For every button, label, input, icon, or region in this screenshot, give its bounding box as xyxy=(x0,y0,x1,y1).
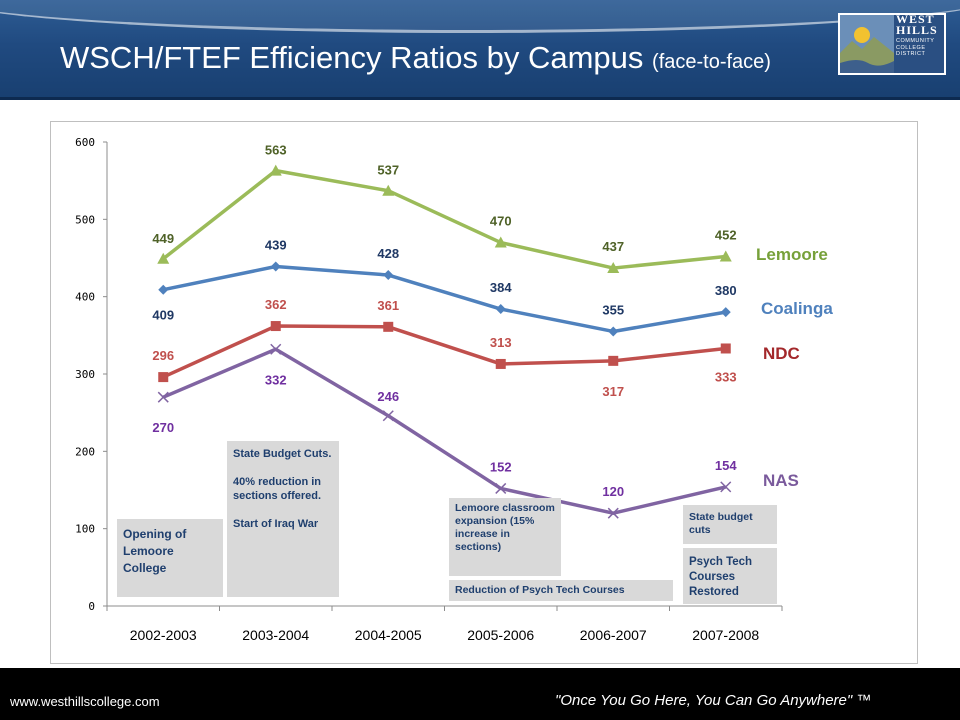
data-point-coalinga xyxy=(270,261,281,272)
data-point-nas xyxy=(382,410,394,422)
data-label-ndc: 313 xyxy=(490,335,512,350)
data-point-ndc xyxy=(383,321,394,332)
x-tick-label: 2002-2003 xyxy=(130,627,197,643)
data-point-ndc xyxy=(158,372,169,383)
x-tick-label: 2007-2008 xyxy=(692,627,759,643)
data-point-nas xyxy=(495,482,507,494)
series-label-ndc: NDC xyxy=(763,344,800,363)
annotation-lemoore-expansion: Lemoore classroom expansion (15% increas… xyxy=(449,498,561,576)
series-line-lemoore xyxy=(162,168,726,270)
data-label-ndc: 296 xyxy=(152,348,174,363)
footer-website-link[interactable]: www.westhillscollege.com xyxy=(10,694,160,709)
data-label-coalinga: 380 xyxy=(715,283,737,298)
data-label-lemoore: 452 xyxy=(715,227,737,242)
college-logo xyxy=(838,13,946,75)
y-tick-label: 400 xyxy=(75,291,95,304)
data-label-ndc: 361 xyxy=(377,298,399,313)
series-line-coalinga xyxy=(162,264,727,334)
y-tick-label: 200 xyxy=(75,445,95,458)
data-point-nas xyxy=(607,507,619,519)
data-point-lemoore xyxy=(719,250,732,262)
y-tick-label: 600 xyxy=(75,136,95,149)
data-point-ndc xyxy=(720,343,731,354)
data-label-coalinga: 428 xyxy=(377,246,399,261)
chart-area: 0 100 200 300 400 500 600 2002-2003 2003-2004 200… xyxy=(50,121,918,664)
data-point-ndc xyxy=(608,355,619,366)
banner-edge xyxy=(0,97,960,100)
data-label-ndc: 317 xyxy=(602,384,624,399)
data-label-lemoore: 437 xyxy=(602,239,624,254)
banner-swoosh xyxy=(0,0,960,33)
data-point-coalinga xyxy=(383,270,394,281)
data-label-nas: 154 xyxy=(715,458,737,473)
data-point-coalinga xyxy=(158,284,169,295)
data-point-nas xyxy=(720,481,732,493)
annotation-state-budget-cuts: State Budget Cuts. 40% reduction in sect… xyxy=(227,441,339,597)
data-label-coalinga: 355 xyxy=(602,302,624,317)
y-tick-label: 500 xyxy=(75,213,95,226)
data-label-coalinga: 439 xyxy=(265,238,287,253)
data-label-ndc: 362 xyxy=(265,297,287,312)
slide-title-suffix: (face-to-face) xyxy=(652,51,771,73)
data-point-lemoore xyxy=(157,252,170,264)
title-banner: WSCH/FTEF Efficiency Ratios by Campus (f… xyxy=(0,0,960,100)
x-tick-label: 2003-2004 xyxy=(242,627,309,643)
data-label-ndc: 333 xyxy=(715,369,737,384)
data-point-nas xyxy=(270,343,282,355)
logo-subtitle: COMMUNITY COLLEGE DISTRICT xyxy=(896,38,935,57)
data-label-nas: 120 xyxy=(602,484,624,499)
data-label-lemoore: 449 xyxy=(152,231,174,246)
data-point-nas xyxy=(157,391,169,403)
y-tick-label: 300 xyxy=(75,368,95,381)
data-label-coalinga: 384 xyxy=(490,280,512,295)
annotation-psych-tech-reduction: Reduction of Psych Tech Courses xyxy=(449,580,673,601)
data-label-lemoore: 470 xyxy=(490,214,512,229)
annotation-state-budget-cuts-2008: State budget cuts xyxy=(683,505,777,544)
series-line-ndc xyxy=(162,324,726,379)
data-label-nas: 332 xyxy=(265,372,287,387)
series-label-coalinga: Coalinga xyxy=(761,299,833,318)
data-label-nas: 270 xyxy=(152,420,174,435)
y-tick-label: 100 xyxy=(75,523,95,536)
data-point-lemoore xyxy=(269,164,282,176)
x-tick-label: 2005-2006 xyxy=(467,627,534,643)
data-point-coalinga xyxy=(720,307,731,318)
series-label-nas: NAS xyxy=(763,471,799,490)
footer-bar: www.westhillscollege.com "Once You Go He… xyxy=(0,668,960,720)
slide-title: WSCH/FTEF Efficiency Ratios by Campus (f… xyxy=(60,40,771,76)
efficiency-line-chart: 0 100 200 300 400 500 600 2002-2003 2003-2004 200… xyxy=(75,136,833,643)
annotation-psych-tech-restored: Psych Tech Courses Restored xyxy=(683,548,777,604)
data-label-lemoore: 563 xyxy=(265,143,287,158)
logo-title: WEST HILLS xyxy=(896,12,938,37)
annotation-opening-lemoore: Opening of Lemoore College xyxy=(117,519,223,597)
data-point-lemoore xyxy=(607,262,620,274)
x-tick-label: 2006-2007 xyxy=(580,627,647,643)
series-line-nas xyxy=(162,347,727,515)
x-tick-label: 2004-2005 xyxy=(355,627,422,643)
data-label-coalinga: 409 xyxy=(152,308,174,323)
data-point-coalinga xyxy=(608,326,619,337)
data-point-ndc xyxy=(495,358,506,369)
slide-title-main: WSCH/FTEF Efficiency Ratios by Campus xyxy=(60,40,644,75)
logo-text: WEST HILLS COMMUNITY COLLEGE DISTRICT xyxy=(896,12,946,58)
data-point-coalinga xyxy=(495,304,506,315)
data-point-ndc xyxy=(270,321,281,332)
data-label-nas: 246 xyxy=(377,389,399,404)
series-label-lemoore: Lemoore xyxy=(756,245,828,264)
data-label-nas: 152 xyxy=(490,459,512,474)
y-tick-label: 0 xyxy=(88,600,95,613)
data-label-lemoore: 537 xyxy=(377,163,399,178)
data-point-lemoore xyxy=(494,236,507,248)
footer-tagline: "Once You Go Here, You Can Go Anywhere" … xyxy=(555,692,872,709)
data-point-lemoore xyxy=(382,184,395,196)
